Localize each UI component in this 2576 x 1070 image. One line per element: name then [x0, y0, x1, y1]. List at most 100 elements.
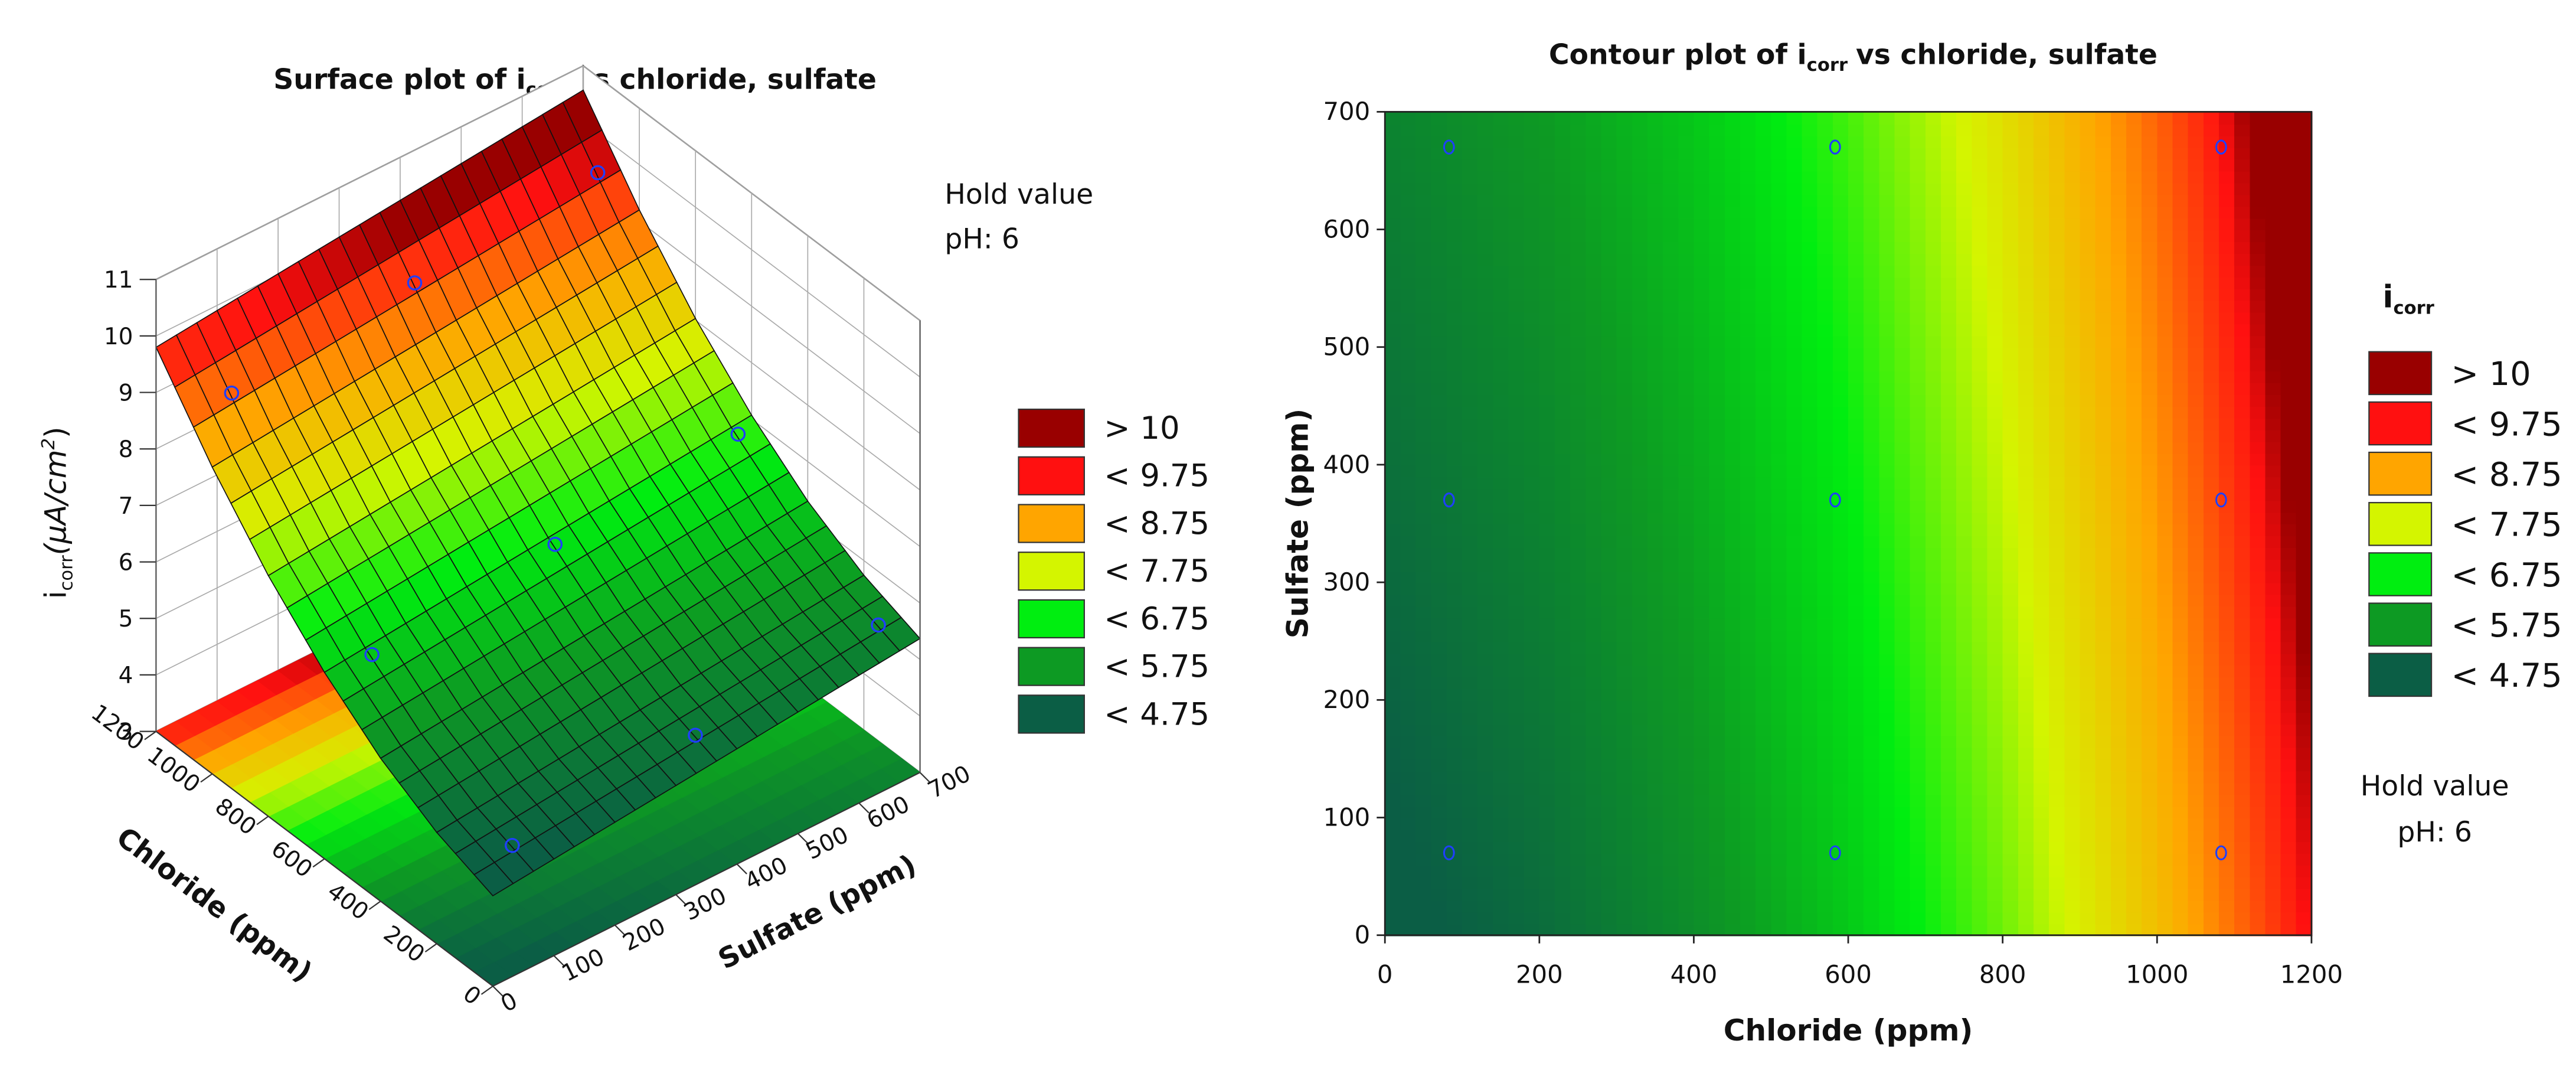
contour-cell — [1493, 335, 1510, 348]
contour-cell — [2234, 453, 2251, 466]
contour-cell — [1894, 265, 1911, 278]
contour-cell — [1586, 265, 1603, 278]
contour-cell — [2265, 676, 2282, 690]
contour-cell — [1462, 347, 1479, 360]
contour-cell — [1910, 676, 1927, 690]
contour-cell — [1709, 676, 1726, 690]
contour-cell — [1400, 817, 1417, 831]
contour-cell — [1586, 876, 1603, 889]
contour-cell — [1431, 582, 1448, 595]
contour-cell — [1554, 547, 1571, 560]
contour-cell — [1632, 817, 1649, 831]
contour-cell — [1385, 758, 1402, 772]
contour-cell — [1941, 488, 1957, 501]
contour-cell — [1616, 265, 1633, 278]
title-sub: corr — [1807, 55, 1848, 76]
contour-cell — [1616, 746, 1633, 760]
contour-cell — [1987, 617, 2004, 631]
contour-cell — [1477, 476, 1495, 490]
contour-cell — [1941, 311, 1957, 325]
contour-cell — [1647, 712, 1664, 725]
contour-cell — [1832, 300, 1849, 313]
contour-cell — [1941, 382, 1957, 396]
contour-cell — [1910, 370, 1927, 384]
contour-cell — [1477, 570, 1495, 583]
contour-cell — [1740, 406, 1757, 419]
contour-cell — [1987, 923, 2004, 937]
contour-cell — [2157, 311, 2174, 325]
contour-cell — [1771, 453, 1788, 466]
contour-cell — [2265, 476, 2282, 490]
contour-cell — [1586, 865, 1603, 877]
contour-cell — [1756, 746, 1772, 760]
contour-cell — [2064, 888, 2081, 901]
contour-cell — [1987, 135, 2004, 148]
contour-cell — [2064, 464, 2081, 478]
contour-cell — [1972, 570, 1989, 583]
contour-cell — [1786, 417, 1803, 430]
contour-cell — [1832, 194, 1849, 207]
contour-cell — [1632, 276, 1649, 289]
contour-cell — [2064, 382, 2081, 396]
contour-cell — [1709, 276, 1726, 289]
contour-cell — [2126, 547, 2143, 560]
contour-cell — [1524, 700, 1541, 713]
contour-cell — [1616, 406, 1633, 419]
contour-cell — [1802, 712, 1819, 725]
contour-cell — [2234, 441, 2251, 454]
contour-cell — [2296, 629, 2313, 642]
contour-cell — [2080, 112, 2097, 125]
contour-cell — [2064, 358, 2081, 372]
contour-cell — [1678, 500, 1695, 513]
contour-cell — [1910, 605, 1927, 619]
contour-cell — [2280, 382, 2297, 396]
contour-cell — [1987, 276, 2004, 289]
contour-cell — [2142, 899, 2158, 913]
contour-cell — [1678, 276, 1695, 289]
contour-cell — [2218, 594, 2235, 607]
legend-label: > 10 — [1104, 410, 1179, 446]
contour-cell — [2018, 170, 2035, 184]
contour-cell — [2296, 429, 2313, 442]
contour-cell — [1786, 758, 1803, 772]
contour-cell — [1848, 288, 1865, 301]
contour-cell — [1724, 653, 1741, 666]
contour-cell — [1740, 746, 1757, 760]
contour-cell — [1477, 253, 1495, 266]
contour-cell — [1756, 923, 1772, 937]
contour-cell — [2080, 229, 2097, 243]
contour-cell — [1678, 194, 1695, 207]
contour-cell — [1709, 417, 1726, 430]
contour-cell — [1678, 523, 1695, 537]
contour-cell — [1586, 641, 1603, 654]
contour-cell — [1848, 500, 1865, 513]
contour-cell — [1740, 241, 1757, 255]
contour-cell — [1786, 605, 1803, 619]
contour-cell — [2280, 829, 2297, 843]
contour-cell — [2265, 629, 2282, 642]
contour-cell — [1508, 899, 1525, 913]
contour-cell — [1446, 641, 1463, 654]
contour-cell — [1400, 888, 1417, 901]
contour-cell — [1724, 182, 1741, 195]
contour-cell — [1987, 500, 2004, 513]
contour-cell — [1678, 288, 1695, 301]
contour-cell — [2296, 511, 2313, 525]
contour-cell — [1694, 594, 1711, 607]
contour-cell — [1894, 911, 1911, 925]
design-point — [547, 537, 563, 552]
contour-cell — [1616, 629, 1633, 642]
contour-cell — [1941, 406, 1957, 419]
contour-cell — [1848, 194, 1865, 207]
contour-cell — [1446, 159, 1463, 172]
contour-cell — [1786, 441, 1803, 454]
contour-cell — [1786, 817, 1803, 831]
contour-cell — [1771, 288, 1788, 301]
contour-cell — [2172, 641, 2189, 654]
contour-cell — [1663, 253, 1679, 266]
contour-cell — [2049, 641, 2065, 654]
contour-cell — [1879, 476, 1896, 490]
contour-cell — [1678, 641, 1695, 654]
contour-cell — [1477, 547, 1495, 560]
contour-cell — [1554, 770, 1571, 784]
